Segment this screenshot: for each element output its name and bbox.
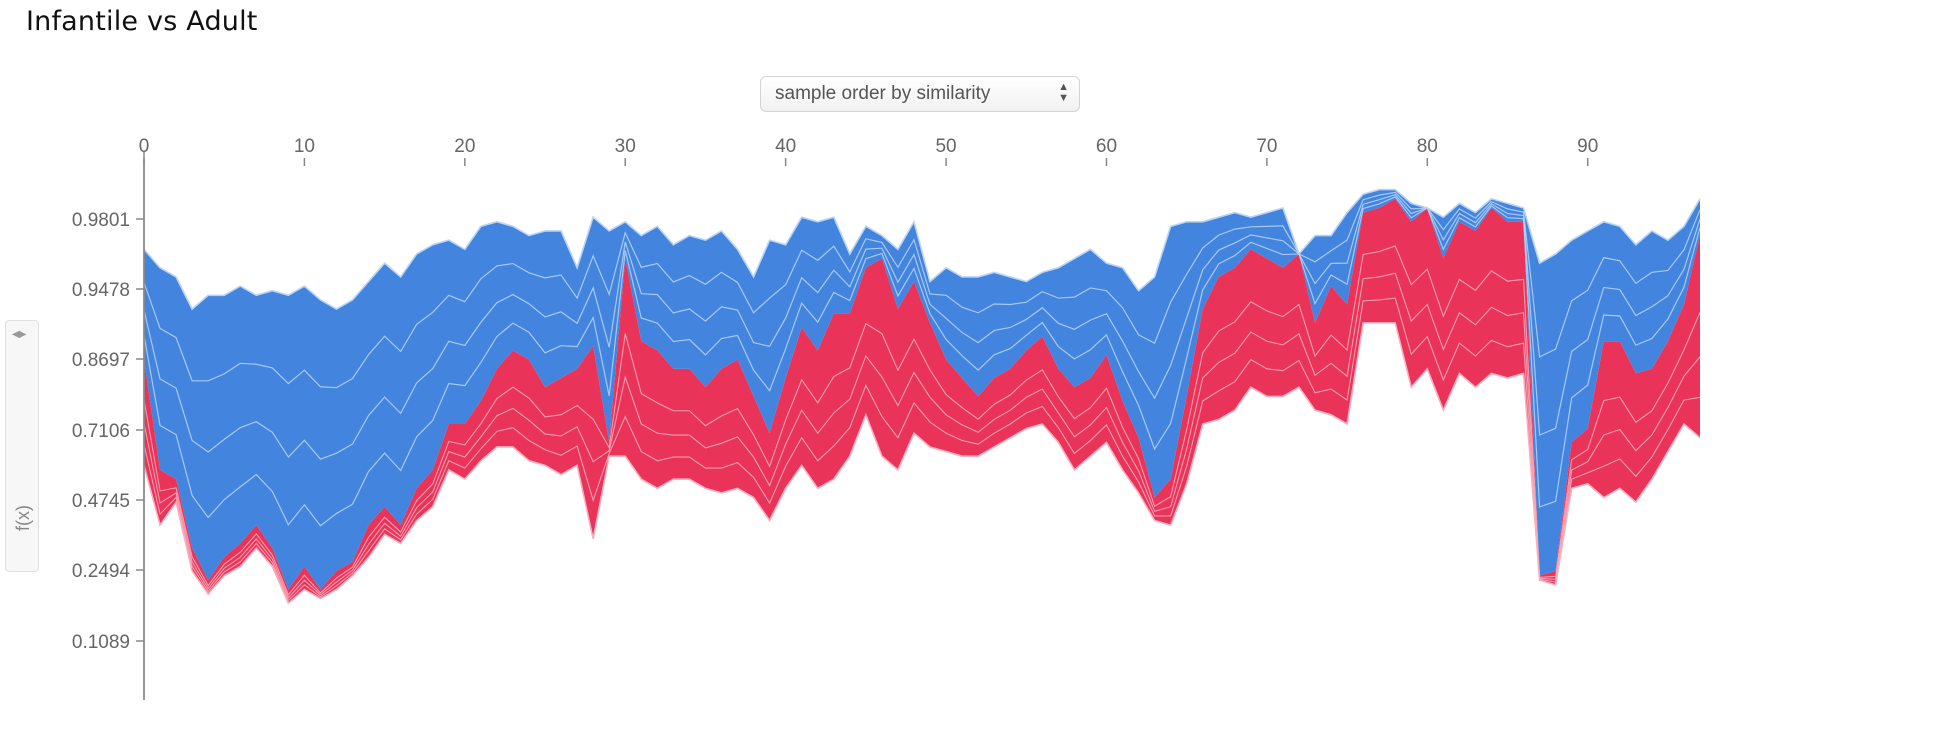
negative-feature-line xyxy=(143,193,1701,460)
y-tick-label: 0.4745 xyxy=(72,491,130,512)
y-tick-label: 0.7106 xyxy=(72,421,130,442)
x-tick-label: 80 xyxy=(1417,136,1438,157)
x-tick-label: 10 xyxy=(294,136,315,157)
y-tick-label: 0.9801 xyxy=(72,210,130,231)
feature-boundary-lines xyxy=(143,188,1701,605)
positive-feature-line xyxy=(143,272,1701,599)
sample-order-select[interactable]: sample order by similarity ▲ ▼ xyxy=(760,76,1080,112)
x-tick-label: 30 xyxy=(615,136,636,157)
positive-feature-line xyxy=(143,245,1701,596)
y-axis-ticks: 0.9801 0.9478 0.8697 0.7106 0.4745 0.2494 0.10… xyxy=(72,210,144,653)
x-tick-label: 90 xyxy=(1577,136,1598,157)
x-tick-label: 50 xyxy=(935,136,956,157)
upper-boundary-line xyxy=(143,188,1701,311)
x-tick-label: 60 xyxy=(1096,136,1117,157)
sample-order-select-value: sample order by similarity xyxy=(775,83,991,104)
y-tick-label: 0.2494 xyxy=(72,561,131,582)
lower-boundary-line xyxy=(143,322,1701,605)
y-tick-label: 0.8697 xyxy=(72,350,130,371)
y-tick-label: 0.9478 xyxy=(72,280,130,301)
x-axis-ticks: 0 10 20 30 40 50 60 70 80 90 xyxy=(139,136,1598,166)
x-tick-label: 20 xyxy=(454,136,475,157)
select-arrows-icon: ▲ ▼ xyxy=(1058,81,1069,104)
left-right-arrows-icon[interactable]: ◀▶ xyxy=(12,329,26,340)
negative-feature-line xyxy=(143,196,1701,527)
y-tick-label: 0.1089 xyxy=(72,632,130,653)
negative-feature-line xyxy=(143,191,1701,389)
x-tick-label: 70 xyxy=(1256,136,1277,157)
chart-title: Infantile vs Adult xyxy=(26,6,258,37)
y-axis-selector[interactable]: ◀▶ f(x) xyxy=(5,320,39,572)
x-tick-label: 0 xyxy=(139,136,150,157)
positive-feature-line xyxy=(143,297,1701,602)
x-tick-label: 40 xyxy=(775,136,796,157)
positive-force-area xyxy=(144,198,1700,604)
